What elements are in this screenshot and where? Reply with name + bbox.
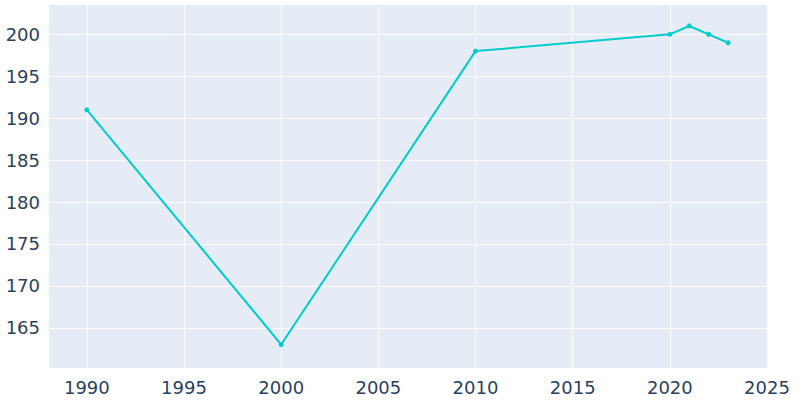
- svg-text:2025: 2025: [744, 377, 790, 398]
- svg-text:1990: 1990: [64, 377, 110, 398]
- svg-text:2020: 2020: [647, 377, 693, 398]
- svg-text:185: 185: [6, 150, 40, 171]
- svg-text:2005: 2005: [355, 377, 401, 398]
- svg-text:180: 180: [6, 192, 40, 213]
- svg-text:190: 190: [6, 108, 40, 129]
- svg-text:2000: 2000: [258, 377, 304, 398]
- svg-text:200: 200: [6, 24, 40, 45]
- svg-text:175: 175: [6, 233, 40, 254]
- svg-text:2015: 2015: [550, 377, 596, 398]
- svg-text:1995: 1995: [161, 377, 207, 398]
- svg-text:195: 195: [6, 66, 40, 87]
- svg-text:165: 165: [6, 317, 40, 338]
- svg-text:2010: 2010: [453, 377, 499, 398]
- svg-text:170: 170: [6, 275, 40, 296]
